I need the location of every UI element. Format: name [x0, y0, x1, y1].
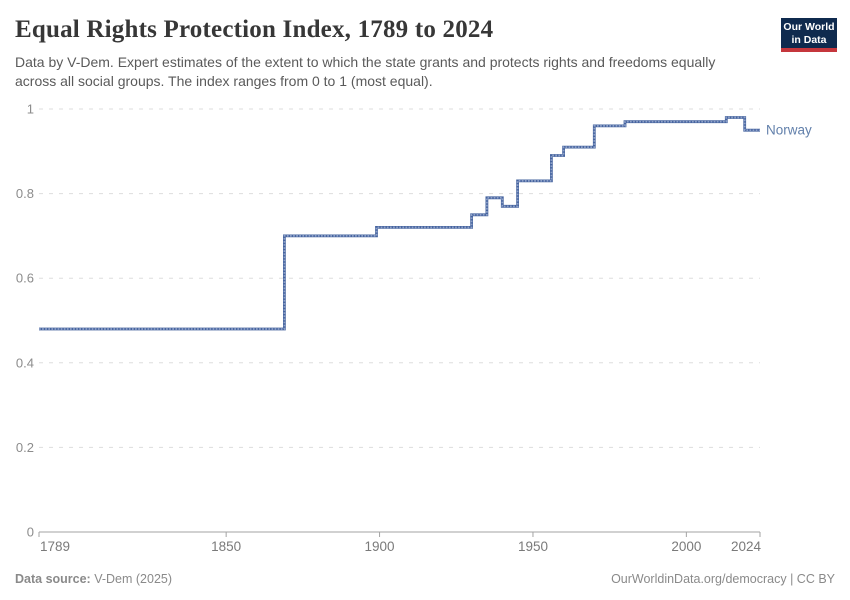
credit-link[interactable]: OurWorldinData.org/democracy | CC BY [611, 572, 835, 586]
y-tick-label: 0.4 [16, 355, 34, 370]
x-tick-label: 1950 [518, 539, 548, 554]
x-tick-label: 1850 [211, 539, 241, 554]
y-tick-label: 0.2 [16, 440, 34, 455]
chart-subtitle: Data by V-Dem. Expert estimates of the e… [15, 54, 716, 90]
x-tick-label: 2024 [731, 539, 762, 554]
owid-logo-line1: Our World [783, 21, 835, 33]
data-source-note: Data source: V-Dem (2025) [15, 572, 172, 586]
chart-title: Equal Rights Protection Index, 1789 to 2… [15, 16, 494, 43]
owid-logo-line2: in Data [791, 34, 827, 47]
y-tick-label: 0.8 [16, 186, 34, 201]
x-tick-label: 2000 [671, 539, 701, 554]
data-source-label: Data source: [15, 572, 91, 586]
data-source-value: V-Dem (2025) [90, 572, 173, 586]
owid-logo-text: Our World in Data [781, 18, 837, 48]
y-tick-label: 0.6 [16, 271, 34, 286]
x-tick-label: 1789 [40, 539, 70, 554]
owid-logo-red-bar [781, 48, 837, 52]
norway-series-line [39, 116, 760, 331]
owid-logo[interactable]: Our World in Data [781, 18, 837, 52]
y-tick-label: 1 [27, 102, 34, 117]
norway-series-markers [39, 116, 760, 330]
chart-header: Equal Rights Protection Index, 1789 to 2… [15, 16, 755, 92]
x-tick-label: 1900 [365, 539, 395, 554]
chart-footer: Data source: V-Dem (2025) OurWorldinData… [15, 572, 835, 586]
entity-label-norway[interactable]: Norway [766, 123, 812, 138]
y-tick-label: 0 [27, 525, 34, 540]
